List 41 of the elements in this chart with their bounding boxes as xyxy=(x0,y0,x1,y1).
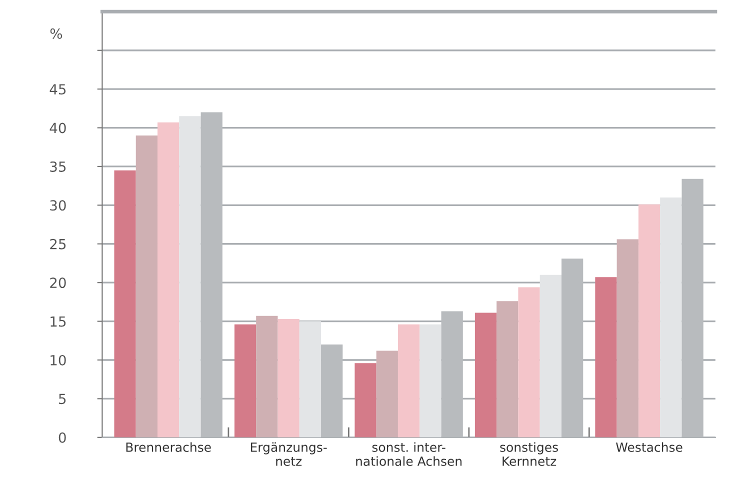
bar xyxy=(256,316,278,438)
y-tick-label: 40 xyxy=(50,122,66,134)
bar xyxy=(114,170,136,438)
x-tick-label: Brennerachse xyxy=(126,442,211,452)
bar xyxy=(299,321,322,438)
bar xyxy=(441,311,463,438)
y-tick-label: 30 xyxy=(50,200,66,211)
bar xyxy=(595,277,617,438)
bar xyxy=(518,287,540,438)
x-tick-label: sonst. inter- nationale Achsen xyxy=(356,442,462,466)
bar xyxy=(398,324,420,438)
bar xyxy=(540,274,562,438)
bar xyxy=(420,324,442,438)
bar xyxy=(234,324,256,438)
bar xyxy=(278,318,300,438)
y-tick-label: 35 xyxy=(50,161,66,172)
y-tick-label: 5 xyxy=(59,394,66,404)
y-tick-label: 15 xyxy=(50,316,66,327)
bar xyxy=(474,312,497,438)
bar xyxy=(136,136,158,438)
bar xyxy=(200,112,222,438)
x-tick-label: sonstiges Kernnetz xyxy=(500,442,558,466)
bar xyxy=(562,258,584,438)
bar xyxy=(321,344,343,438)
y-tick-label: 0 xyxy=(58,432,66,443)
x-tick-label: Westachse xyxy=(616,442,682,452)
bar xyxy=(179,116,201,438)
y-tick-label: 25 xyxy=(50,238,66,250)
bar xyxy=(376,350,398,438)
bar xyxy=(158,122,180,438)
y-axis-title: % xyxy=(50,28,62,39)
bar xyxy=(496,301,518,438)
bar xyxy=(354,363,376,438)
x-tick-label: Ergänzungs- netz xyxy=(250,442,327,466)
bar xyxy=(616,239,638,438)
y-tick-label: 20 xyxy=(50,278,66,288)
y-tick-label: 10 xyxy=(50,354,66,366)
bar xyxy=(638,204,660,438)
y-tick-label: 45 xyxy=(50,84,66,95)
bar xyxy=(682,178,704,438)
bar xyxy=(660,197,682,438)
